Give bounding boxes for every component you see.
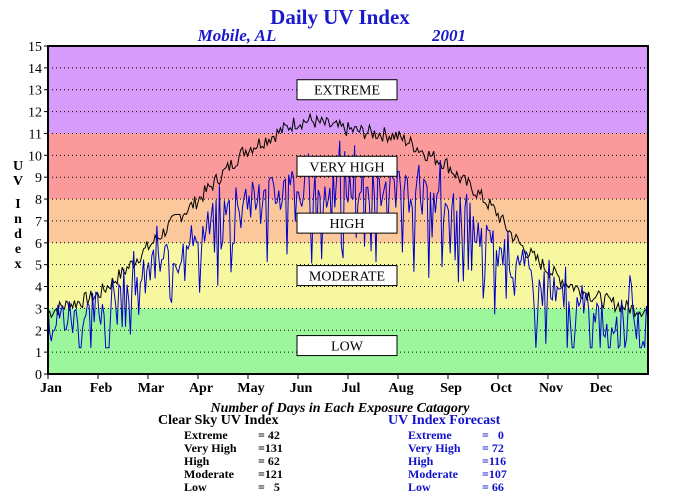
x-tick-label: Feb (90, 381, 113, 396)
x-tick-label: Aug (389, 381, 414, 396)
stat-row: Extreme = 42 (184, 429, 283, 442)
y-tick-label: 2 (35, 324, 42, 339)
stat-label: Extreme (408, 428, 452, 442)
stat-value: =107 (482, 467, 507, 481)
band-label-box (296, 335, 398, 357)
forecast-stats: Extreme = 0 Very High = 72 High =116 Modera… (408, 429, 507, 494)
band-label-text: VERY HIGH (309, 160, 384, 175)
band-label-box (296, 79, 398, 101)
grid-lines (48, 67, 648, 353)
y-label-char: V (13, 174, 23, 189)
stats-heading: Number of Days in Each Exposure Catagory (209, 401, 470, 416)
stat-row: Extreme = 0 (408, 429, 507, 442)
y-tick-label: 7 (35, 215, 42, 230)
stat-value: = 42 (258, 428, 280, 442)
x-tick-label: Mar (138, 381, 164, 396)
y-label-char: d (14, 227, 22, 242)
y-tick-label: 13 (28, 84, 42, 99)
band-label-text: LOW (331, 340, 364, 355)
band-label-box (296, 265, 398, 287)
x-tick-label: Sep (440, 381, 462, 396)
stat-row: Very High =131 (184, 442, 283, 455)
stat-value: = 62 (258, 454, 280, 468)
stat-value: =116 (482, 454, 507, 468)
x-tick-label: Jul (342, 381, 361, 396)
stat-row: High =116 (408, 455, 507, 468)
band-label: MODERATE (296, 265, 398, 287)
band-label-text: EXTREME (314, 84, 380, 99)
stat-label: Extreme (184, 428, 228, 442)
x-tick-label: Oct (490, 381, 512, 396)
y-label-char: n (14, 212, 22, 227)
stat-row: Low = 66 (408, 481, 507, 494)
x-tick-label: May (237, 381, 264, 396)
y-tick-label: 8 (35, 193, 42, 208)
y-tick-label: 12 (28, 106, 42, 121)
y-tick-label: 10 (28, 149, 42, 164)
y-label-char: I (15, 197, 20, 212)
stat-label: High (408, 454, 434, 468)
stat-value: = 72 (482, 441, 504, 455)
stat-row: Moderate =121 (184, 468, 283, 481)
y-tick-label: 1 (35, 346, 42, 361)
clear-sky-title: Clear Sky UV Index (158, 413, 279, 428)
y-tick-label: 15 (28, 40, 42, 55)
x-axis-ticks: Jan Feb Mar Apr May Jun Jul Aug Sep Oct Nov Dec (40, 374, 612, 396)
stat-value: =131 (258, 441, 283, 455)
series-lines (47, 112, 649, 350)
stat-value: = 66 (482, 480, 504, 494)
y-tick-label: 4 (35, 281, 42, 296)
band-label: HIGH (296, 212, 398, 234)
stat-label: Low (408, 480, 431, 494)
band-label-box (296, 212, 398, 234)
stat-label: Low (184, 480, 207, 494)
band-label-text: MODERATE (309, 270, 385, 285)
y-tick-label: 3 (35, 302, 42, 317)
stat-value: =121 (258, 467, 283, 481)
x-tick-label: Jun (290, 381, 313, 396)
forecast-title: UV Index Forecast (388, 413, 501, 428)
y-tick-label: 6 (35, 237, 42, 252)
y-label-char: x (15, 257, 22, 272)
stat-label: Very High (408, 441, 461, 455)
stat-row: Moderate =107 (408, 468, 507, 481)
band-label-text: HIGH (330, 217, 365, 232)
y-label-char: U (13, 159, 23, 174)
stat-row: Low = 5 (184, 481, 283, 494)
band-label-box (296, 155, 398, 177)
x-tick-label: Dec (590, 381, 613, 396)
x-tick-label: Nov (539, 381, 563, 396)
stat-label: Moderate (184, 467, 234, 481)
y-tick-label: 14 (28, 62, 42, 77)
chart-title: Daily UV Index (270, 5, 410, 29)
band-labels: LOW MODERATE HIGH VERY HIGH EXTREME (296, 79, 398, 357)
y-label-char: e (15, 242, 21, 257)
chart-location: Mobile, AL (197, 26, 277, 45)
y-tick-label: 11 (29, 127, 42, 142)
stat-row: Very High = 72 (408, 442, 507, 455)
stat-row: High = 62 (184, 455, 283, 468)
series-line-forecast (47, 140, 649, 350)
stat-label: High (184, 454, 210, 468)
chart-year: 2001 (431, 26, 466, 45)
y-tick-label: 9 (35, 171, 42, 186)
stat-value: = 0 (482, 428, 504, 442)
band-label: VERY HIGH (296, 155, 398, 177)
stat-label: Very High (184, 441, 237, 455)
clear-sky-stats: Extreme = 42 Very High =131 High = 62 Moder… (184, 429, 283, 494)
stat-value: = 5 (258, 480, 280, 494)
stat-label: Moderate (408, 467, 458, 481)
x-tick-label: Apr (189, 381, 213, 396)
y-tick-label: 5 (35, 259, 42, 274)
band-label: EXTREME (296, 79, 398, 101)
band-label: LOW (296, 335, 398, 357)
y-tick-label: 0 (35, 368, 42, 383)
x-tick-label: Jan (40, 381, 62, 396)
